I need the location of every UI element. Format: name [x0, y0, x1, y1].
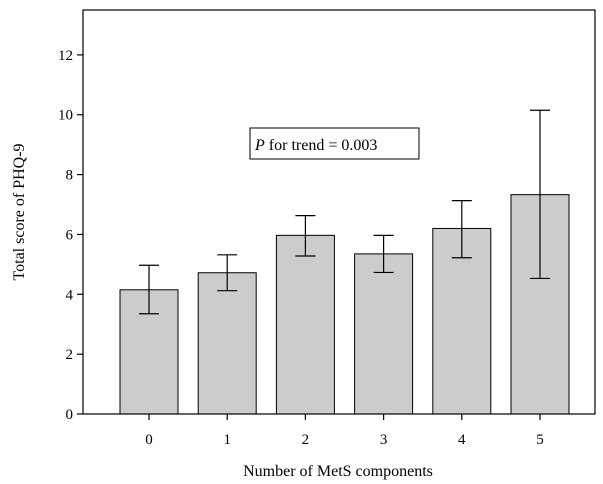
x-tick-label-0: 0: [145, 432, 153, 448]
axes-group: [82, 9, 596, 415]
x-tick-label-3: 3: [380, 432, 388, 448]
x-tick-label-2: 2: [302, 432, 310, 448]
trend-annotation: P for trend = 0.003: [249, 127, 420, 160]
x-ticks-group: 0 1 2 3 4 5: [145, 414, 544, 448]
y-tick-label-4: 4: [66, 287, 74, 303]
bar-3: [354, 253, 414, 415]
x-tick-label-5: 5: [536, 432, 544, 448]
error-bars-group: [139, 109, 550, 315]
y-tick-label-10: 10: [58, 108, 73, 124]
y-tick-label-12: 12: [58, 48, 73, 64]
bar-2: [275, 234, 335, 415]
y-ticks-group: 0 2 4 6 8 10 12: [58, 48, 83, 423]
bar-4: [432, 227, 492, 415]
y-tick-label-0: 0: [66, 407, 74, 423]
bar-1: [197, 272, 257, 415]
y-axis-title: Total score of PHQ-9: [11, 143, 28, 280]
x-axis-title: Number of MetS components: [243, 463, 433, 480]
annotation-box: [249, 127, 420, 160]
y-tick-label-8: 8: [66, 168, 74, 184]
annotation-rest: for trend = 0.003: [265, 137, 378, 154]
annotation-italic: P: [254, 137, 265, 154]
annotation-text: P for trend = 0.003: [254, 137, 377, 154]
y-tick-label-6: 6: [66, 227, 74, 243]
y-tick-label-2: 2: [66, 347, 74, 363]
x-tick-label-1: 1: [223, 432, 231, 448]
plot-frame: [82, 9, 596, 415]
x-tick-label-4: 4: [458, 432, 466, 448]
bars-group: [119, 194, 570, 415]
